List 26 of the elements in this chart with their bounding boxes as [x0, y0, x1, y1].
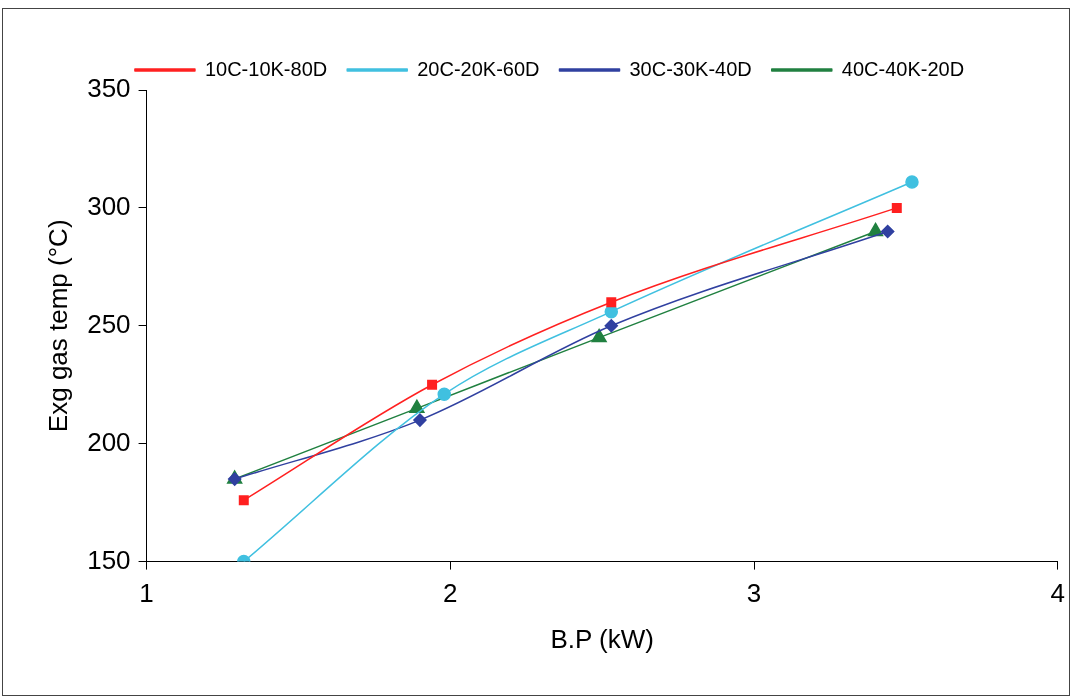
point — [880, 224, 895, 239]
point — [591, 328, 607, 343]
y-tick-label: 350 — [87, 73, 131, 104]
x-tick-label: 4 — [1050, 578, 1065, 609]
point — [604, 319, 619, 333]
y-tick-label: 150 — [87, 544, 131, 575]
legend-label: 10C-10K-80D — [204, 57, 328, 80]
x-axis-title: B.P (kW) — [550, 623, 654, 654]
x-tick-label: 2 — [443, 578, 458, 609]
y-tick-label: 300 — [87, 191, 131, 222]
point — [413, 413, 427, 427]
y-axis-title: Exg gas temp (°C) — [42, 219, 73, 433]
point — [891, 202, 902, 213]
y-tick-label: 200 — [87, 426, 131, 457]
point — [905, 175, 919, 189]
x-tick-label: 1 — [139, 578, 154, 609]
x-tick-label: 3 — [746, 578, 762, 609]
point — [409, 399, 425, 414]
point — [238, 495, 249, 506]
point — [427, 379, 438, 390]
point — [606, 297, 617, 308]
legend-label: 20C-20K-60D — [417, 57, 540, 80]
legend-label: 40C-40K-20D — [841, 57, 965, 80]
legend-label: 30C-30K-40D — [629, 57, 752, 80]
point — [437, 387, 451, 401]
y-tick-label: 250 — [87, 308, 131, 339]
